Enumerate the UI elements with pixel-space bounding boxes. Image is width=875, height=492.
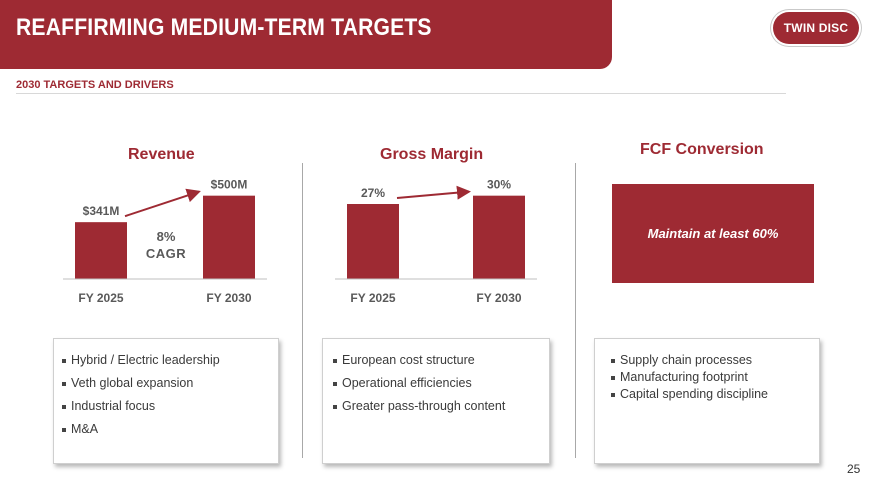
gross-margin-value-label-fy2025: 27% [361,186,385,200]
bullet-icon [611,359,615,363]
revenue-driver-item: M&A [62,422,278,436]
fcf-drivers-box: Supply chain processes Manufacturing foo… [594,338,820,464]
gross-margin-driver-item: European cost structure [333,353,549,367]
gross-margin-chart: 27% 30% FY 2025 FY 2030 [335,178,537,305]
gross-margin-title: Gross Margin [380,146,484,163]
revenue-growth-arrow [124,188,201,218]
fcf-driver-item: Supply chain processes [611,353,819,367]
page-number: 25 [847,462,861,476]
bullet-icon [333,405,337,409]
gross-margin-category-fy2030: FY 2030 [476,291,521,305]
bullet-icon [333,359,337,363]
gross-margin-driver-item: Operational efficiencies [333,376,549,390]
gross-margin-bar-fy2025 [347,204,399,279]
revenue-chart: $341M $500M FY 2025 FY 2030 8% CAGR [63,178,267,305]
title-banner: REAFFIRMING MEDIUM-TERM TARGETS [0,0,612,69]
revenue-drivers-box: Hybrid / Electric leadership Veth global… [53,338,279,464]
slide-title: REAFFIRMING MEDIUM-TERM TARGETS [16,14,432,41]
revenue-bar-fy2025 [75,222,127,279]
revenue-category-fy2030: FY 2030 [206,291,251,305]
fcf-driver-item: Manufacturing footprint [611,370,819,384]
bullet-icon [333,382,337,386]
bullet-icon [62,428,66,432]
subtitle-divider [16,93,786,94]
gross-margin-driver-item: Greater pass-through content [333,399,549,413]
fcf-conversion-title: FCF Conversion [640,141,764,158]
revenue-driver-item: Veth global expansion [62,376,278,390]
logo-text: TWIN DISC [783,21,849,35]
revenue-category-fy2025: FY 2025 [78,291,123,305]
bullet-icon [611,393,615,397]
bullet-icon [611,376,615,380]
fcf-target-text: Maintain at least 60% [647,226,779,241]
column-divider-left [302,163,303,458]
bullet-icon [62,405,66,409]
fcf-target-box: Maintain at least 60% [612,184,814,283]
gross-margin-bar-fy2030 [473,195,525,279]
bullet-icon [62,359,66,363]
fcf-driver-item: Capital spending discipline [611,387,819,401]
revenue-title: Revenue [128,146,195,163]
revenue-cagr-value: 8% [157,229,176,244]
column-divider-right [575,163,576,458]
gross-margin-category-fy2025: FY 2025 [350,291,395,305]
revenue-driver-item: Hybrid / Electric leadership [62,353,278,367]
revenue-bar-fy2030 [203,195,255,279]
gross-margin-growth-arrow [396,185,471,200]
gross-margin-drivers-box: European cost structure Operational effi… [322,338,550,464]
revenue-value-label-fy2030: $500M [211,178,248,192]
revenue-driver-item: Industrial focus [62,399,278,413]
section-subtitle: 2030 TARGETS AND DRIVERS [16,79,174,91]
gross-margin-value-label-fy2030: 30% [487,178,511,192]
twin-disc-logo: TWIN DISC [773,12,859,44]
bullet-icon [62,382,66,386]
revenue-value-label-fy2025: $341M [83,204,120,218]
revenue-cagr-label: CAGR [146,246,186,261]
